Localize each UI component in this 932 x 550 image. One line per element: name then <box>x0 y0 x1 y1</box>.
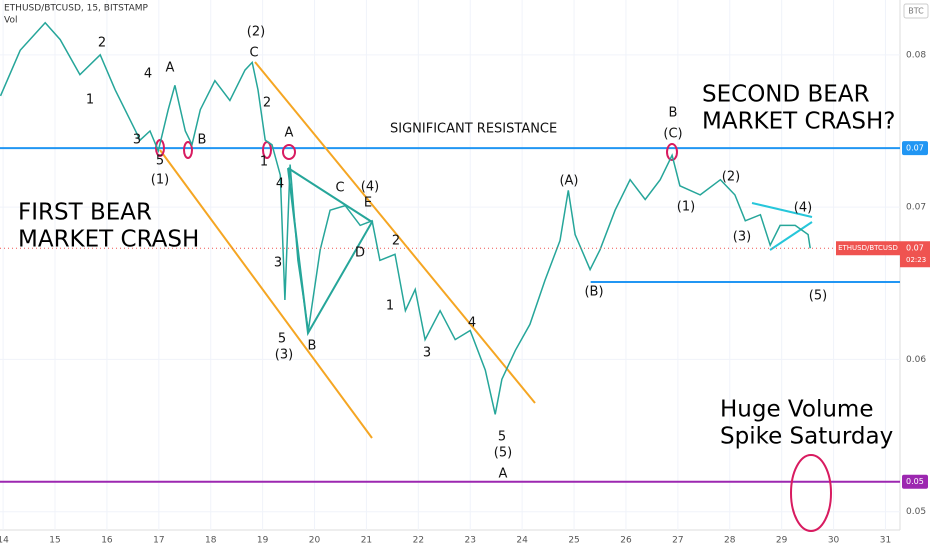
last-price-box <box>900 241 930 268</box>
annotation: SIGNIFICANT RESISTANCE <box>390 122 557 137</box>
plot <box>0 21 900 415</box>
annotation: (4) <box>794 201 812 216</box>
annotation: A <box>285 126 294 141</box>
annotation: (3) <box>733 230 751 245</box>
last-price-label: 0.07 <box>906 244 924 253</box>
annotation: 4 <box>468 316 476 331</box>
annotation: 5 <box>156 154 164 169</box>
volume-label: Vol <box>4 16 17 26</box>
x-tick-label: 23 <box>465 536 476 546</box>
countdown: 02:23 <box>906 256 926 264</box>
x-tick-label: 25 <box>568 536 579 546</box>
circle-mark <box>155 139 165 157</box>
x-tick-label: 19 <box>257 536 269 546</box>
annotation: (5) <box>494 446 512 461</box>
level-label: 0.05 <box>906 477 924 486</box>
annotation: 3 <box>133 133 141 148</box>
annotation: B <box>308 339 317 354</box>
annotation: 4 <box>144 67 152 82</box>
annotation: A <box>499 467 508 482</box>
annotation: 2 <box>392 234 400 249</box>
circle-mark <box>666 143 678 161</box>
annotation: C <box>249 46 258 61</box>
price-line <box>0 21 811 415</box>
annotation: MARKET CRASH <box>18 227 199 253</box>
x-tick-label: 26 <box>620 536 632 546</box>
drawings <box>155 61 832 532</box>
circle-mark <box>282 144 296 160</box>
annotation: (C) <box>663 127 682 142</box>
annotation: MARKET CRASH? <box>702 109 895 135</box>
chart-title: ETHUSD/BTCUSD, 15, BITSTAMP <box>4 4 149 14</box>
annotation: 3 <box>274 256 282 271</box>
triangle-line <box>751 202 813 218</box>
annotation: 1 <box>86 93 94 108</box>
x-tick-label: 17 <box>153 536 164 546</box>
grid <box>0 0 900 530</box>
annotation: E <box>364 196 372 211</box>
annotation: (B) <box>584 285 603 300</box>
y-tick-label: 0.06 <box>906 355 926 365</box>
levels <box>0 147 900 483</box>
annotation: A <box>166 61 175 76</box>
annotation: B <box>198 133 207 148</box>
x-tick-label: 18 <box>205 536 217 546</box>
last-price-name-box <box>836 241 900 256</box>
annotation: SECOND BEAR <box>702 82 870 108</box>
x-tick-label: 31 <box>880 536 891 546</box>
annotation: 1 <box>260 155 268 170</box>
x-tick-label: 21 <box>361 536 372 546</box>
circle-mark <box>183 141 193 159</box>
annotation: 3 <box>423 346 431 361</box>
annotation: B <box>669 106 678 121</box>
annotation: 4 <box>276 177 284 192</box>
annotation: 5 <box>498 430 506 445</box>
x-tick-label: 15 <box>49 536 60 546</box>
y-tick-label: 0.05 <box>906 507 926 517</box>
x-tick-label: 22 <box>413 536 424 546</box>
x-tick-label: 14 <box>0 536 9 546</box>
annotation: (1) <box>151 173 169 188</box>
annotation: 1 <box>386 299 394 314</box>
x-tick-label: 30 <box>828 536 840 546</box>
x-tick-label: 24 <box>516 536 528 546</box>
annotation: (A) <box>559 174 578 189</box>
level-label-box <box>902 474 928 489</box>
triangle <box>287 167 374 337</box>
annotation: (2) <box>247 25 265 40</box>
price-scale <box>900 0 932 550</box>
annotation: (3) <box>275 348 293 363</box>
triangle-line <box>769 221 813 251</box>
y-tick-label: 0.08 <box>906 50 926 60</box>
currency-box <box>903 3 929 19</box>
x-tick-label: 28 <box>724 536 736 546</box>
currency: BTC <box>908 7 924 16</box>
last-price-name: ETHUSD/BTCUSD <box>838 244 898 252</box>
y-tick-label: 0.07 <box>906 203 926 213</box>
x-tick-label: 29 <box>776 536 788 546</box>
level-label-box <box>902 141 928 156</box>
annotation: Spike Saturday <box>720 424 893 450</box>
x-tick-label: 16 <box>101 536 113 546</box>
annotation: 2 <box>98 36 106 51</box>
volume-circle <box>790 454 832 532</box>
annotation: (2) <box>722 170 740 185</box>
channel-line <box>159 149 373 439</box>
annotation: (5) <box>809 289 827 304</box>
annotation: 2 <box>263 96 271 111</box>
annotation: (1) <box>677 200 695 215</box>
channel-line <box>254 61 536 404</box>
annotation: FIRST BEAR <box>18 200 152 226</box>
annotation: D <box>355 246 365 261</box>
annotation: 5 <box>278 332 286 347</box>
x-tick-label: 20 <box>309 536 321 546</box>
annotation: (4) <box>361 180 379 195</box>
x-tick-label: 27 <box>672 536 683 546</box>
annotation: Huge Volume <box>720 397 873 423</box>
level-label: 0.07 <box>906 144 924 153</box>
annotation: C <box>335 181 344 196</box>
